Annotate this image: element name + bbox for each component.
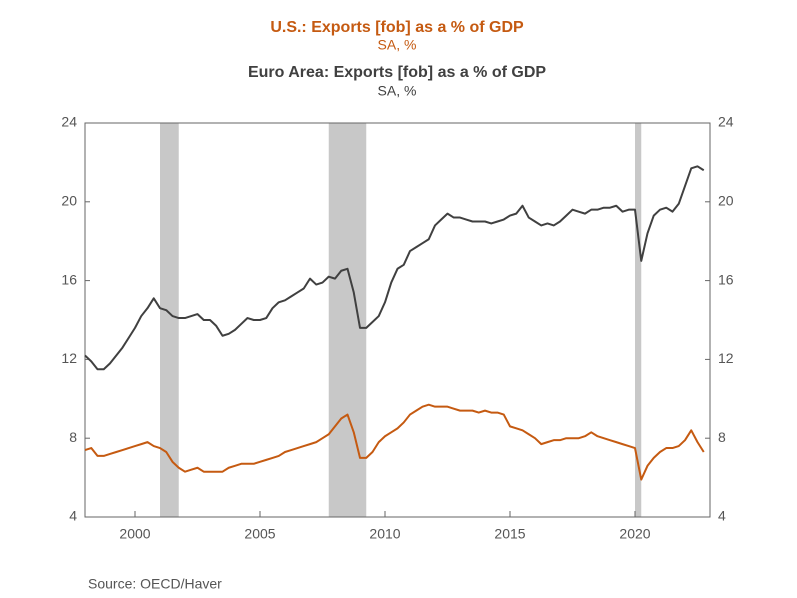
y2-tick-label: 20 — [718, 193, 734, 209]
recession-band — [635, 123, 642, 517]
y-tick-label: 8 — [69, 429, 77, 445]
y2-tick-label: 8 — [718, 429, 726, 445]
series-line — [84, 165, 705, 371]
chart-title: U.S.: Exports [fob] as a % of GDP — [270, 19, 524, 36]
y2-tick-label: 4 — [718, 508, 726, 524]
y-tick-label: 12 — [61, 350, 77, 366]
x-tick-label: 2000 — [119, 526, 150, 542]
recession-band — [160, 123, 179, 517]
source-note: Source: OECD/Haver — [88, 576, 222, 592]
x-tick-label: 2005 — [244, 526, 275, 542]
y-tick-label: 4 — [69, 508, 77, 524]
series-line — [84, 403, 705, 481]
y2-tick-label: 16 — [718, 271, 734, 287]
y2-tick-label: 24 — [718, 114, 734, 130]
y-tick-label: 20 — [61, 193, 77, 209]
x-tick-label: 2015 — [494, 526, 525, 542]
y-tick-label: 16 — [61, 271, 77, 287]
x-tick-label: 2020 — [619, 526, 650, 542]
chart-subtitle: SA, % — [378, 83, 417, 99]
y2-tick-label: 12 — [718, 350, 734, 366]
y-tick-label: 24 — [61, 114, 77, 130]
chart-subtitle: SA, % — [378, 37, 417, 53]
recession-band — [328, 123, 367, 517]
plot-frame — [84, 122, 711, 518]
x-tick-label: 2010 — [369, 526, 400, 542]
chart-title: Euro Area: Exports [fob] as a % of GDP — [248, 64, 546, 81]
